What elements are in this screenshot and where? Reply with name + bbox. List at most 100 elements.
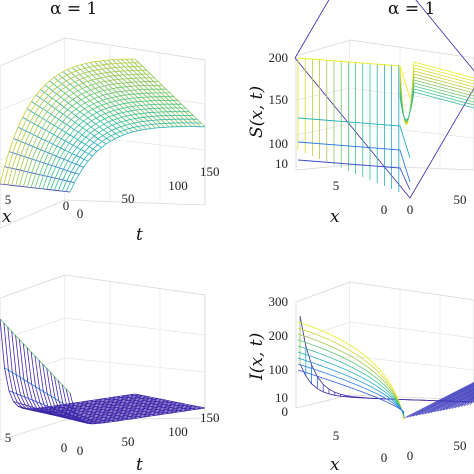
surface-mesh-line (34, 92, 170, 189)
grid-line (349, 321, 474, 339)
tick-label: 5 (5, 192, 12, 207)
surface-mesh-line (415, 0, 474, 72)
surface-mesh-line (65, 388, 202, 424)
surface-mesh-line (0, 318, 136, 410)
tick-label: 150 (200, 410, 220, 425)
surface-mesh-line (22, 343, 159, 415)
surface-mesh-line (46, 103, 182, 190)
surface-mesh-line (54, 376, 190, 421)
surface-mesh-line (3, 62, 139, 185)
surface-mesh-line (454, 395, 474, 409)
grid-line (295, 355, 351, 373)
surface-mesh-line (26, 347, 163, 416)
surface-mesh-line (409, 383, 474, 418)
surface-mesh-line (448, 394, 474, 410)
tick-label: 0 (282, 404, 289, 419)
surface-mesh-line (61, 118, 198, 192)
surface-mesh-line (65, 122, 202, 192)
surface-mesh-line (294, 0, 330, 59)
surface-mesh-line (457, 396, 474, 408)
x-axis-label: x (330, 455, 340, 474)
surface-mesh-line (436, 390, 474, 412)
tick-label: 0 (381, 450, 388, 465)
surface-mesh-line (50, 372, 186, 420)
tick-label: 0 (61, 440, 68, 455)
surface-mesh-line (26, 85, 163, 188)
tick-label: 0 (381, 202, 388, 217)
surface-mesh-line (42, 100, 178, 190)
surface-mesh-line (69, 392, 206, 425)
surface-mesh-line (0, 58, 136, 185)
surface-mesh-line (11, 69, 147, 186)
tick-label: 50 (454, 192, 467, 207)
surface-mesh-line (50, 107, 186, 190)
tick-label: 200 (269, 328, 289, 343)
surface-mesh-line (418, 386, 474, 416)
tick-label: 0 (407, 202, 414, 217)
z-axis-label: I(x, t) (247, 333, 267, 381)
surface-mesh-line (451, 394, 474, 409)
panel-title: α = 1 (388, 0, 435, 19)
surface-mesh-line (439, 391, 474, 412)
grid-line (64, 357, 206, 373)
tick-label: 50 (454, 438, 467, 453)
tick-label: 100 (168, 178, 188, 193)
surface-mesh-line (433, 390, 474, 413)
tick-label: 100 (168, 424, 188, 439)
t-axis-label: t (136, 225, 143, 245)
tick-label: 150 (200, 164, 220, 179)
surface-mesh-line (297, 369, 405, 413)
tick-label: 200 (269, 50, 289, 65)
surface-mesh-line (15, 335, 151, 413)
surface-mesh-line (30, 351, 167, 416)
tick-label: 10 (275, 390, 288, 405)
grid-line (64, 133, 206, 151)
grid-line (349, 355, 474, 371)
tick-label: 5 (333, 178, 340, 193)
surface-mesh-line (445, 393, 474, 410)
grid-line (64, 317, 206, 336)
tick-label: 100 (269, 136, 289, 151)
grid-line (0, 83, 66, 111)
surface-mesh-line (297, 159, 411, 191)
tick-label: 5 (333, 428, 340, 443)
tick-label: 300 (269, 294, 289, 309)
tick-label: 0 (77, 206, 84, 221)
t-axis-label: t (136, 455, 143, 474)
grid-line (0, 317, 66, 341)
tick-label: 50 (122, 191, 135, 206)
surface-mesh-line (427, 388, 474, 414)
surface-mesh-line (61, 384, 198, 423)
surface-mesh-line (421, 386, 474, 415)
surface-mesh-line (294, 57, 411, 199)
surface-mesh-line (406, 382, 474, 418)
surface-mesh-line (424, 387, 474, 415)
surface-mesh-line (412, 384, 474, 417)
surface-mesh-line (34, 355, 171, 417)
tick-label: 0 (63, 198, 70, 213)
surface-mesh-line (22, 81, 159, 187)
surface-mesh-line (42, 364, 178, 419)
surface-mesh-line (463, 398, 474, 407)
x-axis-label: x (2, 207, 12, 227)
surface-mesh-line (297, 117, 411, 159)
surface-mesh-line (409, 87, 474, 199)
x-axis-label: x (330, 207, 340, 227)
surface-mesh-line (442, 392, 474, 411)
grid-line (349, 123, 474, 139)
surface-mesh-line (57, 115, 194, 191)
surface-mesh-line (399, 91, 474, 120)
surface-mesh-line (403, 382, 474, 419)
tick-label: 10 (275, 156, 288, 171)
tick-label: 50 (122, 434, 135, 449)
surface-mesh-line (7, 66, 143, 186)
surface-mesh-line (466, 398, 474, 406)
surface-mesh-line (19, 77, 155, 187)
surface-mesh-line (30, 88, 167, 188)
tick-label: 0 (77, 443, 84, 458)
